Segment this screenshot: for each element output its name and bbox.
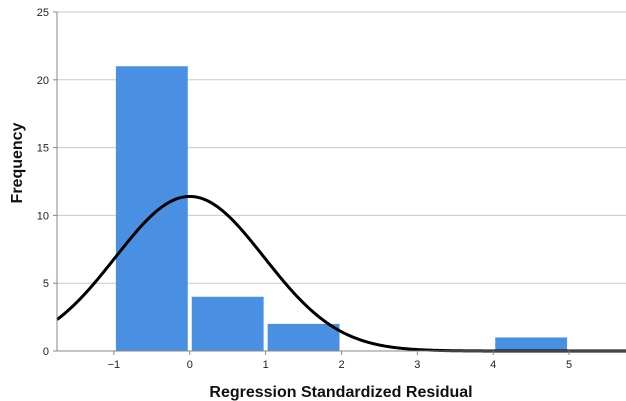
x-tick-label: 4 — [490, 359, 496, 371]
x-tick-label: −1 — [108, 359, 121, 371]
histogram-bar — [115, 66, 188, 352]
y-axis-ticks: 0 5 10 15 20 25 — [37, 7, 57, 358]
x-tick-label: 0 — [187, 359, 193, 371]
y-tick-label: 15 — [37, 143, 49, 155]
y-axis-title: Frequency — [9, 122, 26, 203]
x-tick-label: 3 — [414, 359, 420, 371]
y-tick-label: 20 — [37, 75, 49, 87]
x-tick-label: 1 — [263, 359, 269, 371]
x-tick-label: 2 — [338, 359, 344, 371]
x-axis-ticks: −1 0 1 2 3 4 5 — [108, 351, 572, 371]
y-tick-label: 25 — [37, 7, 49, 19]
histogram-bars — [115, 66, 568, 352]
histogram-bar — [495, 337, 568, 351]
histogram-bar — [191, 296, 264, 351]
y-tick-label: 5 — [43, 278, 49, 290]
y-tick-label: 0 — [43, 346, 49, 358]
x-axis-title: Regression Standardized Residual — [209, 384, 472, 401]
histogram-bar — [267, 323, 340, 351]
x-tick-label: 5 — [566, 359, 572, 371]
y-tick-label: 10 — [37, 210, 49, 222]
